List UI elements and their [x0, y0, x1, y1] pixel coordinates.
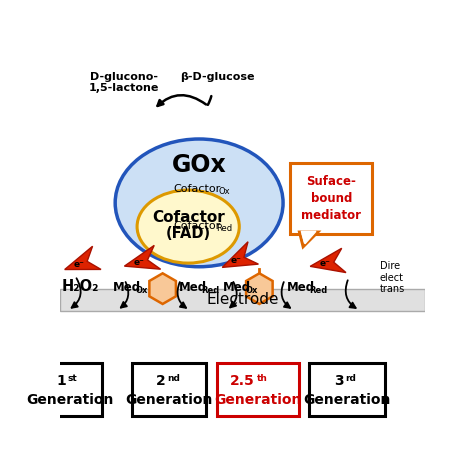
Text: Ox: Ox: [136, 286, 148, 295]
Text: e⁻: e⁻: [134, 258, 145, 267]
Polygon shape: [300, 232, 318, 246]
FancyBboxPatch shape: [218, 364, 300, 416]
Text: Med: Med: [179, 281, 207, 294]
Text: mediator: mediator: [301, 209, 362, 222]
Text: D-glucono-: D-glucono-: [91, 72, 158, 82]
Text: Ox: Ox: [246, 286, 258, 295]
Polygon shape: [222, 242, 258, 267]
Text: Red: Red: [310, 286, 328, 295]
Text: Generation: Generation: [303, 393, 391, 407]
Text: Med: Med: [223, 281, 251, 294]
Text: Cofactor: Cofactor: [152, 210, 225, 225]
Polygon shape: [64, 246, 101, 270]
Polygon shape: [246, 273, 273, 304]
Polygon shape: [310, 248, 346, 273]
Text: 3: 3: [334, 374, 343, 388]
Text: 2: 2: [155, 374, 165, 388]
Text: nd: nd: [167, 374, 180, 383]
Text: th: th: [256, 374, 267, 383]
Polygon shape: [301, 231, 316, 244]
Text: Suface-: Suface-: [307, 175, 356, 188]
Text: (FAD): (FAD): [165, 226, 211, 241]
Text: H₂O₂: H₂O₂: [62, 279, 99, 294]
FancyBboxPatch shape: [291, 163, 373, 234]
Text: Dire
elect
trans: Dire elect trans: [380, 261, 405, 294]
Text: st: st: [68, 374, 77, 383]
Text: Red: Red: [201, 286, 220, 295]
Text: Cofactor: Cofactor: [173, 184, 221, 194]
Text: Electrode: Electrode: [207, 292, 279, 307]
Text: e⁻: e⁻: [320, 259, 331, 268]
Ellipse shape: [115, 139, 283, 267]
Ellipse shape: [137, 190, 239, 263]
FancyBboxPatch shape: [132, 364, 206, 416]
Text: Generation: Generation: [125, 393, 213, 407]
Text: 1,5-lactone: 1,5-lactone: [89, 83, 159, 93]
Text: Med: Med: [113, 281, 141, 294]
Text: Cofactor: Cofactor: [173, 220, 221, 230]
Polygon shape: [124, 246, 161, 269]
Text: Med: Med: [287, 281, 315, 294]
Text: β-D-glucose: β-D-glucose: [180, 72, 255, 82]
Text: GOx: GOx: [172, 153, 227, 176]
Text: Generation: Generation: [215, 393, 302, 407]
FancyBboxPatch shape: [309, 364, 385, 416]
Text: Red: Red: [216, 224, 232, 233]
Text: Ox: Ox: [218, 187, 230, 196]
Text: e⁻: e⁻: [231, 256, 242, 265]
Text: bound: bound: [311, 192, 352, 205]
Text: Generation: Generation: [26, 393, 113, 407]
FancyBboxPatch shape: [61, 289, 425, 310]
Text: e⁻: e⁻: [73, 260, 84, 269]
Text: 2.5: 2.5: [230, 374, 255, 388]
Text: 1: 1: [56, 374, 66, 388]
FancyBboxPatch shape: [36, 364, 102, 416]
Polygon shape: [149, 273, 176, 304]
Text: rd: rd: [345, 374, 356, 383]
